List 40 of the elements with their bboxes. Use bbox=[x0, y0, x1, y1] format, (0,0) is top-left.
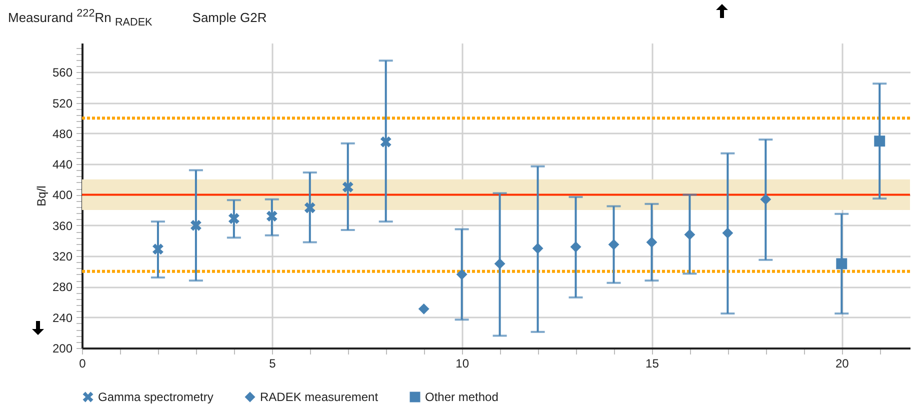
y-tick-label: 480 bbox=[52, 126, 73, 141]
point bbox=[418, 303, 430, 314]
point bbox=[608, 239, 620, 250]
point bbox=[646, 236, 658, 248]
x-tick-label: 10 bbox=[456, 356, 470, 370]
point bbox=[342, 182, 354, 193]
y-tick-label: 520 bbox=[52, 96, 73, 110]
y-tick-label: 560 bbox=[52, 66, 73, 80]
point bbox=[456, 268, 468, 280]
chart-subtitle: Sample G2R bbox=[192, 10, 267, 26]
point bbox=[836, 258, 848, 270]
x-tick-label: 0 bbox=[79, 356, 86, 370]
chart-title: Measurand $^{222}$Rn $_{RADEK}$ bbox=[8, 8, 152, 29]
y-tick-label: 320 bbox=[52, 250, 73, 264]
point bbox=[228, 213, 240, 224]
point bbox=[532, 242, 544, 254]
point bbox=[266, 210, 278, 222]
x-tick-label: 20 bbox=[835, 356, 850, 370]
y-tick-label: 400 bbox=[52, 188, 73, 202]
point bbox=[304, 202, 316, 214]
point bbox=[874, 136, 886, 147]
y-tick-label: 360 bbox=[52, 218, 73, 233]
point bbox=[494, 258, 506, 270]
point bbox=[190, 220, 202, 231]
y-axis-title: Bq/l bbox=[34, 186, 48, 206]
y-tick-label: 280 bbox=[52, 280, 73, 294]
point bbox=[684, 229, 696, 240]
y-tick-label: 440 bbox=[52, 158, 73, 172]
y-tick-label: 240 bbox=[52, 310, 73, 325]
x-tick-label: 15 bbox=[646, 356, 660, 370]
x-tick-label: 5 bbox=[269, 356, 276, 370]
point bbox=[722, 228, 734, 239]
point bbox=[380, 136, 392, 148]
legend-label: Other method bbox=[425, 390, 498, 404]
point bbox=[570, 241, 582, 252]
point bbox=[760, 194, 772, 205]
point bbox=[152, 244, 164, 255]
legend-label: RADEK measurement bbox=[260, 390, 379, 404]
y-tick-label: 200 bbox=[52, 342, 73, 356]
legend-label: Gamma spectrometry bbox=[98, 390, 214, 404]
